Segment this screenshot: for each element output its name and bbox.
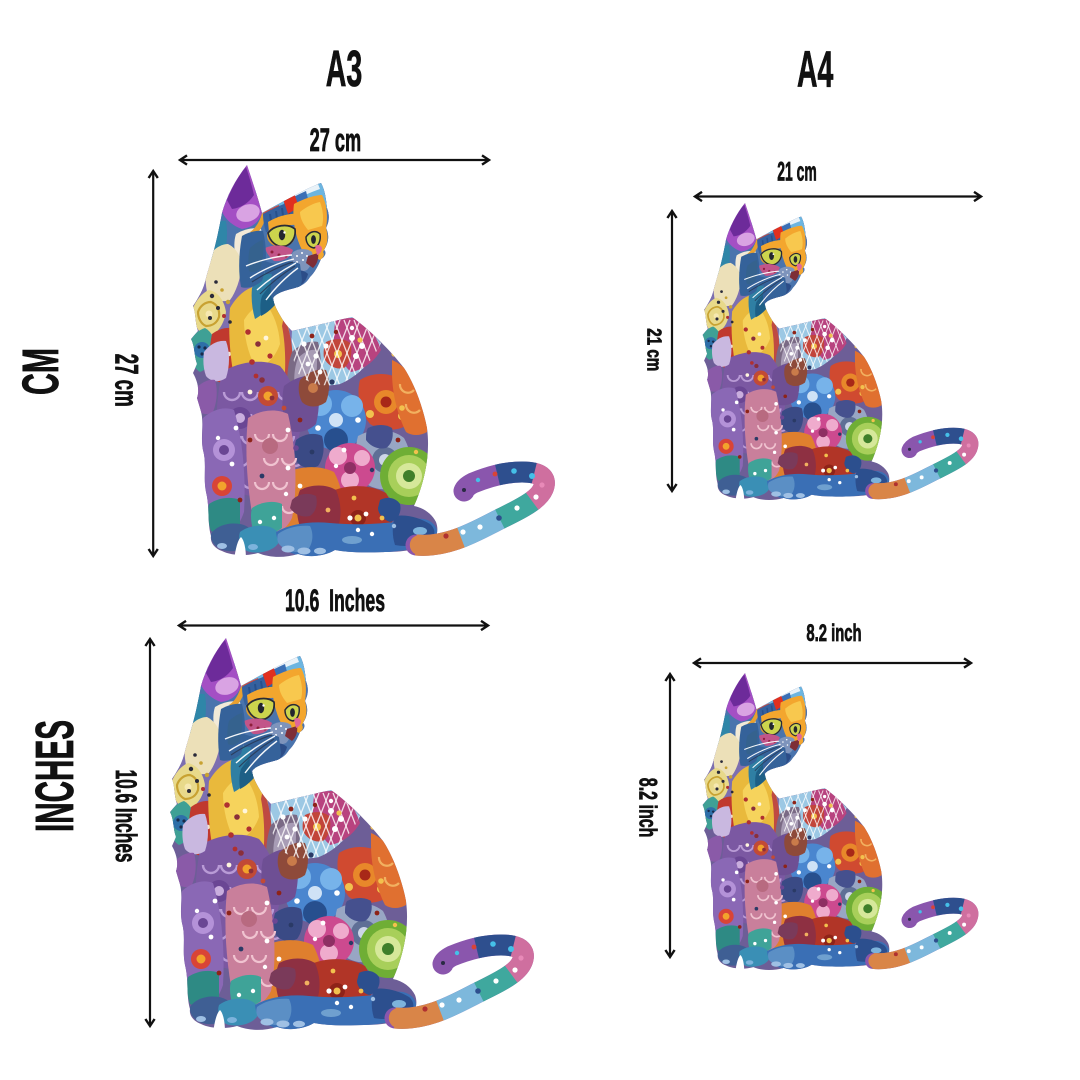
svg-text:CM: CM	[12, 348, 69, 395]
svg-text:27 cm: 27 cm	[108, 354, 144, 407]
svg-text:8.2 inch: 8.2 inch	[634, 778, 662, 838]
svg-text:8.2 inch: 8.2 inch	[806, 620, 861, 647]
svg-text:27 cm: 27 cm	[310, 122, 362, 158]
svg-text:A3: A3	[326, 40, 363, 97]
svg-text:10.6 Inches: 10.6 Inches	[109, 770, 142, 863]
svg-text:10.6 Inches: 10.6 Inches	[285, 582, 385, 618]
svg-text:A4: A4	[797, 40, 833, 97]
svg-text:21 cm: 21 cm	[777, 156, 817, 186]
svg-text:INCHES: INCHES	[26, 720, 85, 832]
svg-text:21 cm: 21 cm	[643, 328, 666, 371]
